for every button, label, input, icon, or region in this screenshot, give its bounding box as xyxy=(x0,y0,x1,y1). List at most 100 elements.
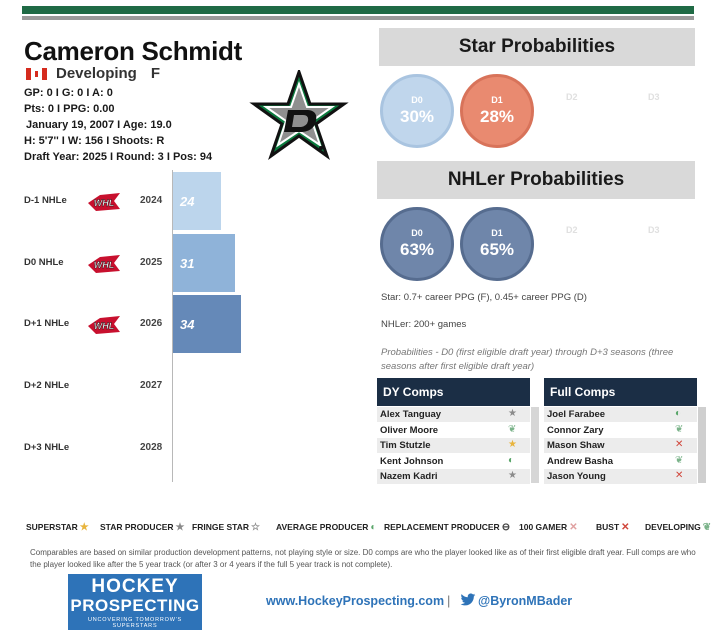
svg-text:WHL: WHL xyxy=(94,260,115,270)
average-producer-icon: ◐ xyxy=(508,454,515,466)
comp-player-name: Andrew Basha xyxy=(547,455,613,467)
placeholder-label: D2 xyxy=(566,92,578,102)
svg-text:WHL: WHL xyxy=(94,321,115,331)
circle-label: D0 xyxy=(411,228,423,238)
star-producer-icon: ★ xyxy=(508,408,517,419)
comp-row[interactable]: Joel Farabee xyxy=(544,407,697,422)
nhle-bar: 34 xyxy=(173,295,241,353)
comp-player-name: Joel Farabee xyxy=(547,409,606,420)
full-comps-header: Full Comps xyxy=(544,378,697,406)
comp-row[interactable]: Connor Zary xyxy=(544,423,697,438)
circle-value: 28% xyxy=(479,107,515,126)
stats-line-2: Pts: 0 I PPG: 0.00 xyxy=(24,103,115,115)
superstar-icon: ★ xyxy=(508,439,517,450)
footer-separator: | xyxy=(447,593,451,608)
developing-icon: ❦ xyxy=(508,423,517,435)
status-text: Developing xyxy=(56,65,137,82)
logo-tagline: UNCOVERING TOMORROW'S SUPERSTARS xyxy=(87,617,183,629)
league-logo-icon: WHL xyxy=(88,316,120,334)
birth-line: January 19, 2007 I Age: 19.0 xyxy=(26,119,172,131)
placeholder-label: D3 xyxy=(648,92,660,102)
team-logo xyxy=(249,70,349,160)
top-accent-bar-secondary xyxy=(22,16,694,20)
comp-player-name: Mason Shaw xyxy=(547,440,605,451)
nhler-circle-d0: D0 63% xyxy=(380,207,454,281)
star-producer-icon: ★ xyxy=(508,470,517,481)
legend-label: DEVELOPING xyxy=(645,522,701,532)
comp-row[interactable]: Alex Tanguay xyxy=(377,407,530,422)
player-position: F xyxy=(150,65,161,82)
logo-line-2: PROSPECTING xyxy=(70,596,200,615)
legend-item: BUST ✕ xyxy=(596,522,630,533)
comp-row[interactable]: Nazem Kadri xyxy=(377,469,530,484)
legend-label: SUPERSTAR xyxy=(26,522,78,532)
timeline-row-label: D0 NHLe xyxy=(24,257,64,268)
developing-icon: ❦ xyxy=(675,454,684,466)
star-circle-d0: D0 30% xyxy=(380,74,454,148)
legend-item: STAR PRODUCER ★ xyxy=(100,522,184,533)
comp-row[interactable]: Oliver Moore xyxy=(377,423,530,438)
legend-label: STAR PRODUCER xyxy=(100,522,174,532)
legend-label: AVERAGE PRODUCER xyxy=(276,522,369,532)
legend-label: REPLACEMENT PRODUCER xyxy=(384,522,500,532)
hundred-gamer-icon: ✕ xyxy=(569,522,578,533)
nhle-bar: 31 xyxy=(173,234,235,292)
twitter-icon xyxy=(460,593,476,606)
developing-icon: ❦ xyxy=(702,522,712,533)
legend-item: DEVELOPING ❦ xyxy=(645,522,711,533)
comp-row[interactable]: Jason Young xyxy=(544,469,697,484)
legend-item: FRINGE STAR ☆ xyxy=(192,522,260,533)
comp-row[interactable]: Mason Shaw xyxy=(544,438,697,453)
placeholder-label: D3 xyxy=(648,225,660,235)
star-definition: Star: 0.7+ career PPG (F), 0.45+ career … xyxy=(381,292,587,303)
legend-item: AVERAGE PRODUCER ◐ xyxy=(276,522,376,533)
comp-row[interactable]: Andrew Basha xyxy=(544,454,697,469)
twitter-handle[interactable]: @ByronMBader xyxy=(478,594,573,608)
placeholder-label: D2 xyxy=(566,225,578,235)
timeline-row-label: D-1 NHLe xyxy=(24,195,67,206)
timeline-row-label: D+3 NHLe xyxy=(24,442,70,453)
comp-player-name: Nazem Kadri xyxy=(380,471,438,482)
draft-line: Draft Year: 2025 I Round: 3 I Pos: 94 xyxy=(24,151,213,163)
circle-value: 30% xyxy=(399,107,435,126)
legend-item: REPLACEMENT PRODUCER ⊖ xyxy=(384,522,510,533)
body-line: H: 5'7'' I W: 156 I Shoots: R xyxy=(24,135,165,147)
hockey-prospecting-logo[interactable]: HOCKEY PROSPECTING UNCOVERING TOMORROW'S… xyxy=(68,574,202,630)
circle-label: D1 xyxy=(491,228,503,238)
dy-comps-header: DY Comps xyxy=(377,378,530,406)
bust-icon: ✕ xyxy=(675,439,684,450)
timeline-year: 2026 xyxy=(140,318,163,329)
legend-label: FRINGE STAR xyxy=(192,522,249,532)
average-producer-icon: ◐ xyxy=(675,408,682,419)
legend-label: 100 GAMER xyxy=(519,522,568,532)
legend-item: 100 GAMER ✕ xyxy=(519,522,578,533)
dy-comps-scrollbar[interactable] xyxy=(531,407,539,483)
player-name: Cameron Schmidt xyxy=(24,36,242,66)
full-comps-scrollbar[interactable] xyxy=(698,407,706,483)
player-status: Developing F xyxy=(56,65,160,82)
star-probabilities-header: Star Probabilities xyxy=(379,28,695,66)
timeline-year: 2028 xyxy=(140,442,163,453)
top-accent-bar xyxy=(22,6,694,14)
svg-text:WHL: WHL xyxy=(94,198,115,208)
comp-player-name: Alex Tanguay xyxy=(380,409,442,420)
circle-label: D1 xyxy=(491,95,503,105)
legend-label: BUST xyxy=(596,522,620,532)
bust-icon: ✕ xyxy=(675,470,684,481)
logo-line-1: HOCKEY xyxy=(91,576,179,597)
comp-player-name: Oliver Moore xyxy=(380,424,439,436)
timeline-year: 2027 xyxy=(140,380,163,391)
replacement-producer-icon: ⊖ xyxy=(501,522,511,533)
website-link[interactable]: www.HockeyProspecting.com xyxy=(266,594,445,608)
comp-player-name: Kent Johnson xyxy=(380,455,444,467)
league-logo-icon: WHL xyxy=(88,193,120,211)
timeline-row-label: D+1 NHLe xyxy=(24,318,70,329)
league-logo-icon: WHL xyxy=(88,255,120,273)
comp-row[interactable]: Kent Johnson xyxy=(377,454,530,469)
comp-player-name: Connor Zary xyxy=(547,424,604,436)
timeline-row-label: D+2 NHLe xyxy=(24,380,70,391)
legend-item: SUPERSTAR ★ xyxy=(26,522,89,533)
probabilities-definition: Probabilities - D0 (first eligible draft… xyxy=(381,347,674,372)
comp-row[interactable]: Tim Stutzle xyxy=(377,438,530,453)
canada-flag-icon xyxy=(26,68,47,80)
